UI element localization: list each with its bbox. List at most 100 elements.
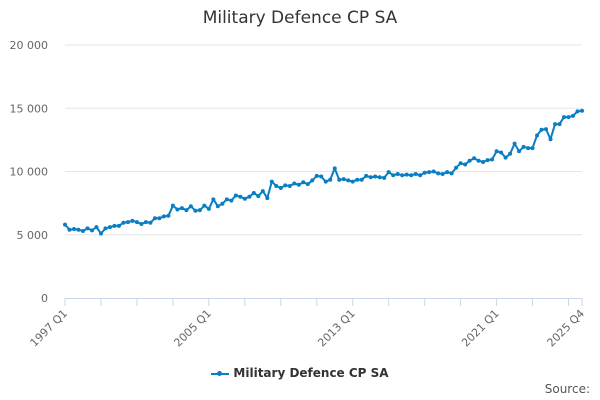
x-tick-label: 2025 Q4 <box>545 307 588 350</box>
data-point <box>202 203 207 208</box>
data-point <box>373 174 378 179</box>
data-point <box>301 180 306 185</box>
data-point <box>418 173 423 178</box>
data-point <box>130 218 135 223</box>
data-point <box>544 127 549 132</box>
data-point <box>391 173 396 178</box>
data-point <box>103 226 108 231</box>
data-point <box>224 197 229 202</box>
data-point <box>296 182 301 187</box>
data-point <box>125 220 130 225</box>
data-point <box>449 171 454 176</box>
data-point <box>265 196 270 201</box>
data-point <box>251 191 256 196</box>
data-point <box>292 181 297 186</box>
data-point <box>319 174 324 179</box>
legend-label: Military Defence CP SA <box>233 366 389 380</box>
data-point <box>517 149 522 154</box>
data-point <box>211 197 216 202</box>
data-point <box>557 122 562 127</box>
data-point <box>179 206 184 211</box>
data-point <box>89 228 94 233</box>
data-point <box>562 115 567 120</box>
data-point <box>233 193 238 198</box>
data-point <box>71 227 76 232</box>
data-point <box>269 179 274 184</box>
data-point <box>175 207 180 212</box>
data-point <box>580 108 584 113</box>
data-point <box>508 151 513 156</box>
data-point <box>364 173 369 178</box>
data-point <box>184 208 189 213</box>
data-point <box>107 225 112 230</box>
data-point <box>512 141 517 146</box>
data-point <box>134 220 139 225</box>
data-point <box>548 137 553 142</box>
y-tick-label: 0 <box>41 292 48 305</box>
data-point <box>571 113 576 118</box>
data-point <box>350 179 355 184</box>
data-point <box>85 226 90 231</box>
data-point <box>220 201 225 206</box>
data-point <box>463 162 468 167</box>
data-point <box>305 182 310 187</box>
data-point <box>94 225 99 230</box>
data-point <box>427 170 432 175</box>
data-point <box>535 133 540 138</box>
data-point <box>238 194 243 199</box>
data-point <box>206 206 211 211</box>
y-tick-label: 10 000 <box>10 166 49 179</box>
data-point <box>467 158 472 163</box>
data-point <box>409 173 414 178</box>
data-point <box>368 175 373 180</box>
data-point <box>63 222 67 227</box>
data-point <box>575 109 580 114</box>
data-point <box>314 173 319 178</box>
legend-swatch <box>211 370 230 376</box>
data-point <box>476 158 481 163</box>
data-point <box>152 216 157 221</box>
legend[interactable]: Military Defence CP SA <box>0 366 600 380</box>
data-point <box>386 170 391 175</box>
y-tick-label: 20 000 <box>10 39 49 52</box>
data-point <box>197 208 202 213</box>
data-point <box>431 169 436 174</box>
data-point <box>161 214 166 219</box>
data-point <box>436 171 441 176</box>
data-point <box>328 177 333 182</box>
data-point <box>454 165 459 170</box>
x-tick-label: 1997 Q1 <box>28 307 71 350</box>
data-point <box>481 160 486 165</box>
data-point <box>260 189 265 194</box>
data-point <box>377 175 382 180</box>
data-point <box>332 166 337 171</box>
data-point <box>242 196 247 201</box>
data-point <box>287 184 292 189</box>
x-tick-label: 2013 Q1 <box>315 307 358 350</box>
data-point <box>157 216 162 221</box>
data-point <box>499 150 504 155</box>
data-point <box>247 194 252 199</box>
data-point <box>422 170 427 175</box>
series-line <box>64 109 583 235</box>
data-point <box>323 179 328 184</box>
data-point <box>503 155 508 160</box>
chart-title: Military Defence CP SA <box>202 8 398 28</box>
data-point <box>283 183 288 188</box>
data-point <box>346 178 351 183</box>
data-point <box>472 156 477 161</box>
data-point <box>170 203 175 208</box>
data-point <box>193 208 198 213</box>
data-point <box>143 220 148 225</box>
source-label: Source: <box>544 382 590 396</box>
data-point <box>526 146 531 151</box>
data-point <box>458 161 463 166</box>
data-point <box>490 157 495 162</box>
data-point <box>166 213 171 218</box>
data-point <box>445 170 450 175</box>
data-point <box>400 173 405 178</box>
data-point <box>148 220 153 225</box>
data-point <box>355 177 360 182</box>
data-point <box>256 194 261 199</box>
